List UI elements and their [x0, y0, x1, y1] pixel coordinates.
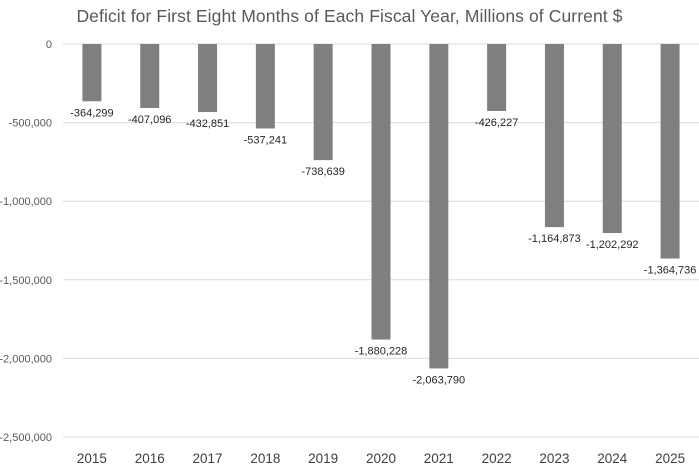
- y-axis-ticks: 0 -500,000 -1,000,000 -1,500,000 -2,000,000 -…: [0, 39, 52, 444]
- x-tick-label: 2017: [193, 451, 223, 466]
- bar: [140, 44, 160, 108]
- data-label: -1,880,228: [355, 346, 408, 358]
- y-tick-label: -500,000: [9, 118, 52, 130]
- bars: [82, 44, 680, 369]
- bar: [371, 44, 391, 340]
- bar: [660, 44, 680, 259]
- chart-title: Deficit for First Eight Months of Each F…: [76, 6, 623, 26]
- data-label: -1,364,736: [644, 265, 697, 277]
- x-tick-label: 2018: [250, 451, 280, 466]
- data-label: -364,299: [70, 107, 113, 119]
- data-label: -432,851: [186, 118, 229, 130]
- bar: [255, 44, 275, 129]
- y-tick-label: -1,000,000: [0, 196, 52, 208]
- data-label: -1,164,873: [528, 233, 581, 245]
- data-label: -407,096: [128, 114, 171, 126]
- bar: [82, 44, 102, 102]
- x-tick-label: 2016: [135, 451, 165, 466]
- x-tick-label: 2015: [77, 451, 107, 466]
- x-tick-label: 2025: [655, 451, 685, 466]
- bar: [313, 44, 333, 161]
- data-label: -426,227: [475, 117, 518, 129]
- data-label: -2,063,790: [413, 374, 466, 386]
- x-tick-label: 2024: [597, 451, 628, 466]
- x-tick-label: 2022: [482, 451, 512, 466]
- bar: [429, 44, 449, 369]
- x-axis-ticks: 2015 2016 2017 2018 2019 2020 2021 2022 2023 2024…: [77, 451, 685, 466]
- data-label: -1,202,292: [586, 239, 639, 251]
- y-tick-label: 0: [46, 39, 52, 51]
- data-label: -738,639: [301, 166, 344, 178]
- y-tick-label: -2,500,000: [0, 432, 52, 444]
- data-labels: -364,299 -407,096 -432,851 -537,241 -738,639…: [70, 107, 696, 386]
- x-tick-label: 2019: [308, 451, 338, 466]
- bar: [544, 44, 564, 228]
- y-tick-label: -1,500,000: [0, 275, 52, 287]
- bar: [602, 44, 622, 234]
- x-tick-label: 2020: [366, 451, 396, 466]
- bar: [198, 44, 218, 113]
- data-label: -537,241: [244, 134, 287, 146]
- bar: [487, 44, 507, 112]
- x-tick-label: 2023: [539, 451, 569, 466]
- x-tick-label: 2021: [424, 451, 454, 466]
- y-tick-label: -2,000,000: [0, 353, 52, 365]
